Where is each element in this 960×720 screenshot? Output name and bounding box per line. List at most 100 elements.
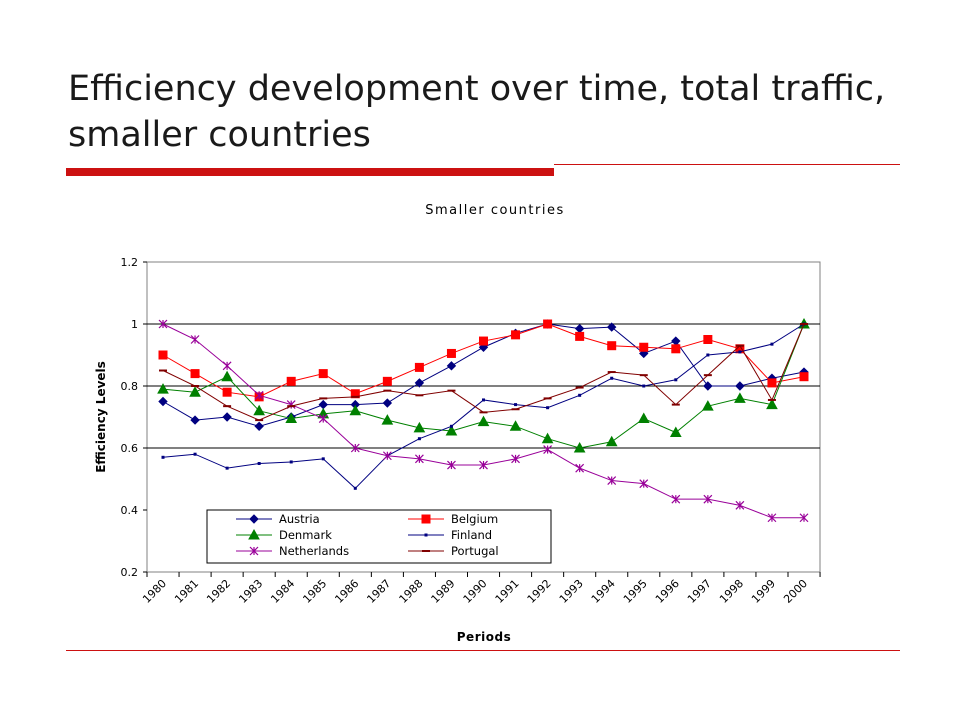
x-tick-label: 1998 bbox=[717, 577, 746, 606]
x-tick-label: 1991 bbox=[493, 577, 522, 606]
data-point-austria bbox=[671, 336, 681, 346]
x-tick-label: 1996 bbox=[653, 577, 682, 606]
data-point-denmark bbox=[285, 412, 298, 424]
data-point-denmark bbox=[669, 426, 682, 437]
data-point-finland bbox=[417, 437, 421, 441]
x-tick-label: 1980 bbox=[140, 577, 169, 606]
legend-label: Netherlands bbox=[279, 544, 349, 558]
data-point-finland bbox=[193, 452, 197, 456]
data-point-finland bbox=[161, 455, 165, 459]
data-point-austria bbox=[222, 412, 232, 422]
data-point-netherlands bbox=[671, 494, 681, 504]
data-point-belgium bbox=[446, 348, 456, 358]
data-point-denmark bbox=[766, 398, 778, 410]
x-tick-label: 1995 bbox=[621, 577, 650, 606]
data-point-austria bbox=[254, 421, 264, 432]
legend-marker-finland bbox=[424, 533, 428, 537]
y-tick-label: 0.2 bbox=[121, 566, 139, 579]
data-point-austria bbox=[158, 396, 168, 407]
data-point-belgium bbox=[158, 350, 168, 360]
legend-marker-netherlands bbox=[249, 546, 259, 556]
data-point-finland bbox=[353, 486, 357, 490]
plot-frame bbox=[146, 261, 821, 573]
data-point-belgium bbox=[511, 330, 521, 340]
data-point-finland bbox=[514, 403, 518, 407]
data-point-belgium bbox=[318, 369, 328, 379]
title-underline-rule bbox=[554, 164, 900, 165]
x-tick-label: 1999 bbox=[749, 577, 778, 606]
data-point-finland bbox=[449, 424, 453, 428]
x-tick-label: 2000 bbox=[781, 577, 810, 606]
y-tick-label: 0.6 bbox=[121, 442, 139, 455]
x-tick-label: 1981 bbox=[172, 577, 201, 606]
y-tick-label: 0.4 bbox=[121, 504, 139, 517]
data-point-denmark bbox=[157, 383, 169, 394]
data-point-finland bbox=[706, 353, 710, 357]
x-tick-label: 1987 bbox=[364, 577, 393, 606]
data-point-belgium bbox=[479, 336, 488, 346]
data-point-belgium bbox=[382, 376, 392, 386]
y-tick-label: 1.2 bbox=[121, 256, 139, 269]
legend-label: Finland bbox=[451, 528, 492, 542]
data-point-denmark bbox=[734, 392, 746, 403]
data-point-netherlands bbox=[767, 513, 777, 523]
x-tick-label: 1984 bbox=[268, 577, 297, 606]
x-tick-label: 1994 bbox=[589, 577, 618, 606]
chart-legend: Austria Belgium Denmark Finland Netherlands P… bbox=[206, 509, 552, 564]
data-point-netherlands bbox=[414, 454, 424, 464]
data-point-netherlands bbox=[703, 494, 713, 504]
data-point-netherlands bbox=[799, 513, 809, 523]
data-point-finland bbox=[578, 393, 582, 397]
data-point-austria bbox=[382, 398, 393, 408]
x-tick-label: 1990 bbox=[461, 577, 490, 606]
data-point-finland bbox=[225, 466, 229, 470]
title-underline-bar bbox=[66, 168, 554, 176]
data-point-finland bbox=[546, 406, 550, 410]
x-tick-label: 1993 bbox=[557, 577, 586, 606]
data-point-belgium bbox=[767, 378, 777, 388]
data-point-belgium bbox=[575, 331, 585, 341]
data-point-finland bbox=[738, 350, 742, 354]
data-point-netherlands bbox=[190, 335, 200, 344]
data-point-finland bbox=[257, 462, 261, 465]
data-point-netherlands bbox=[639, 479, 649, 489]
data-point-denmark bbox=[509, 420, 522, 431]
data-point-netherlands bbox=[543, 445, 553, 454]
data-point-netherlands bbox=[479, 460, 488, 470]
data-point-denmark bbox=[413, 421, 426, 433]
data-point-austria bbox=[735, 381, 745, 391]
data-point-belgium bbox=[543, 319, 553, 329]
legend-label: Belgium bbox=[451, 512, 498, 526]
data-point-denmark bbox=[541, 432, 554, 444]
data-point-austria bbox=[190, 415, 200, 425]
data-point-finland bbox=[770, 342, 774, 346]
data-point-belgium bbox=[190, 369, 200, 379]
data-point-denmark bbox=[189, 386, 201, 397]
data-point-austria bbox=[318, 399, 328, 410]
data-point-belgium bbox=[222, 387, 232, 397]
data-point-belgium bbox=[703, 335, 713, 344]
data-point-austria bbox=[414, 378, 425, 388]
data-point-finland bbox=[321, 457, 325, 461]
data-point-finland bbox=[482, 398, 485, 402]
data-point-denmark bbox=[573, 441, 586, 453]
legend-marker-austria bbox=[249, 514, 259, 524]
data-point-austria bbox=[446, 361, 457, 371]
legend-box bbox=[206, 509, 552, 564]
data-point-netherlands bbox=[575, 463, 585, 473]
data-point-denmark bbox=[637, 412, 650, 424]
legend-label: Austria bbox=[279, 512, 320, 526]
data-point-netherlands bbox=[318, 414, 328, 423]
y-tick-label: 1 bbox=[131, 318, 138, 331]
footer-rule bbox=[66, 650, 900, 651]
data-point-denmark bbox=[381, 414, 394, 425]
data-point-finland bbox=[642, 384, 646, 388]
data-point-belgium bbox=[671, 344, 681, 354]
x-axis-label: Periods bbox=[457, 630, 511, 644]
data-point-belgium bbox=[799, 372, 809, 382]
y-tick-label: 0.8 bbox=[121, 380, 139, 393]
data-point-finland bbox=[674, 378, 678, 382]
slide-title: Efficiency development over time, total … bbox=[68, 69, 886, 155]
data-point-finland bbox=[289, 460, 293, 464]
